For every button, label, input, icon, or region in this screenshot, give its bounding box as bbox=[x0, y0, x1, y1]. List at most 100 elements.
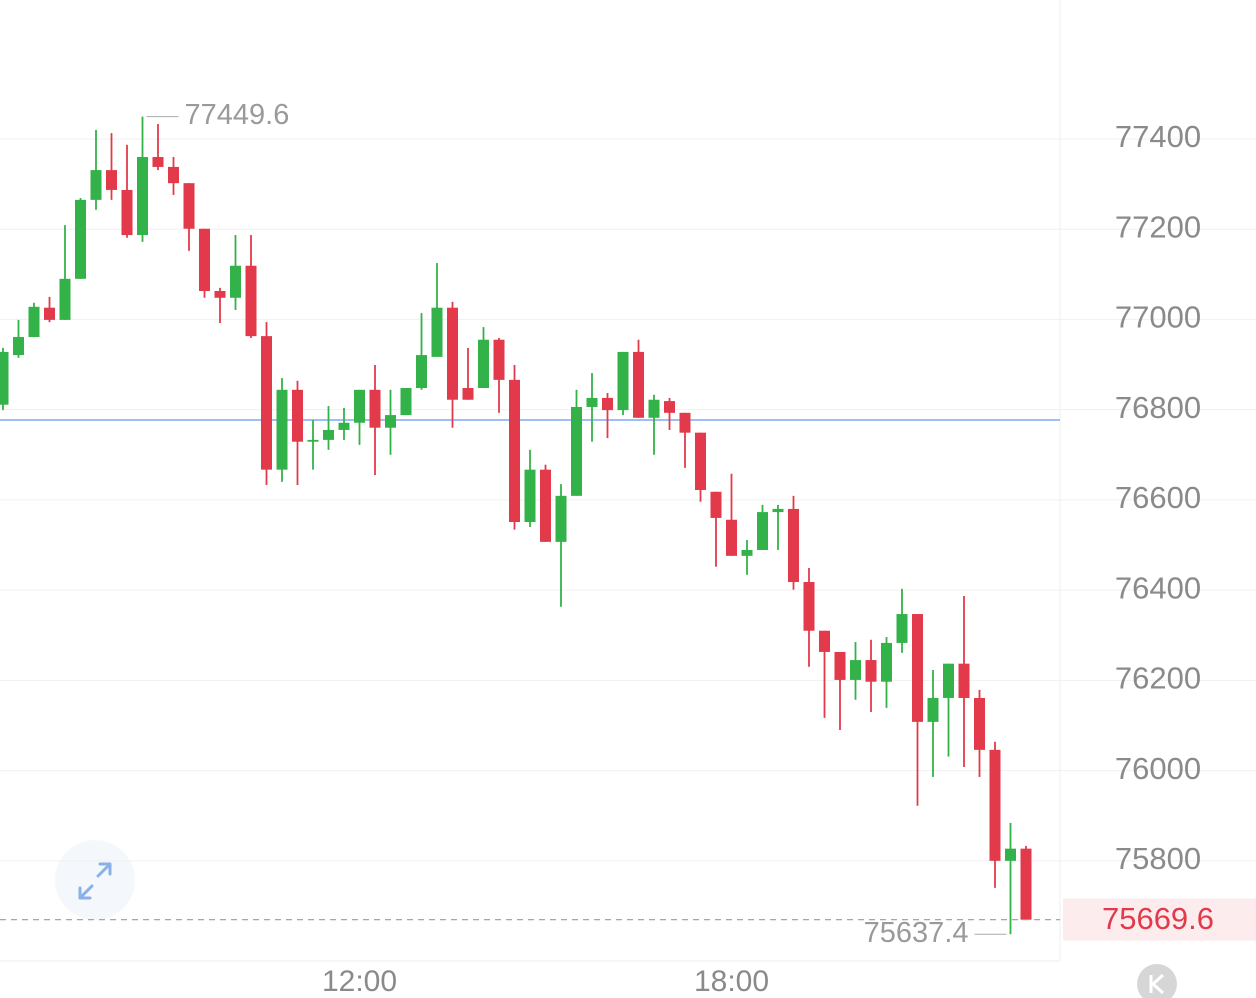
candle bbox=[75, 198, 86, 279]
candle-body bbox=[168, 166, 179, 184]
candle bbox=[1005, 822, 1016, 935]
candle-body bbox=[447, 307, 458, 400]
candle bbox=[214, 287, 226, 324]
candle-body bbox=[788, 508, 799, 583]
candle bbox=[803, 568, 815, 667]
candle bbox=[555, 484, 567, 607]
expand-icon[interactable] bbox=[78, 862, 112, 900]
candle-body bbox=[927, 697, 939, 722]
candle bbox=[819, 630, 830, 718]
candle-body bbox=[354, 389, 365, 423]
candle-body bbox=[633, 351, 644, 418]
candle-body bbox=[121, 189, 133, 236]
candle-body bbox=[1020, 848, 1032, 920]
candle bbox=[462, 347, 474, 400]
candle-body bbox=[834, 651, 846, 680]
candle-body bbox=[555, 495, 567, 542]
candle-body bbox=[1005, 848, 1016, 861]
candle-body bbox=[710, 491, 722, 518]
candle-body bbox=[44, 307, 55, 320]
candle bbox=[106, 133, 117, 200]
candle-body bbox=[400, 388, 412, 416]
candle bbox=[850, 642, 861, 700]
candle-body bbox=[865, 660, 877, 682]
candle bbox=[230, 235, 241, 310]
candle bbox=[168, 157, 179, 195]
candle-body bbox=[571, 406, 582, 496]
candle-body bbox=[617, 351, 629, 411]
candle-body bbox=[602, 397, 613, 411]
candle bbox=[137, 116, 148, 242]
logo-icon bbox=[1149, 973, 1165, 995]
candle-body bbox=[214, 291, 226, 298]
candle bbox=[261, 322, 272, 486]
y-tick-label: 76600 bbox=[1115, 480, 1201, 515]
candle-body bbox=[726, 519, 737, 556]
candle-body bbox=[819, 630, 830, 652]
candle bbox=[927, 669, 939, 777]
candle-body bbox=[28, 306, 40, 338]
candle bbox=[695, 432, 706, 502]
candle-body bbox=[59, 278, 71, 320]
candle-body bbox=[803, 582, 815, 631]
candle-body bbox=[385, 415, 396, 428]
candle-body bbox=[199, 228, 210, 292]
candle-body bbox=[245, 265, 257, 337]
candle bbox=[59, 225, 71, 320]
candle bbox=[385, 389, 396, 455]
candle bbox=[896, 588, 908, 653]
candle-body bbox=[431, 307, 443, 357]
candle-body bbox=[261, 336, 272, 470]
candle bbox=[989, 741, 1001, 888]
x-tick-label: 18:00 bbox=[694, 965, 769, 998]
candle bbox=[788, 495, 799, 590]
candle-body bbox=[989, 749, 1001, 861]
candle-body bbox=[943, 663, 954, 698]
candle-body bbox=[958, 663, 970, 698]
candle bbox=[431, 263, 443, 357]
candle bbox=[586, 373, 598, 442]
candle-body bbox=[896, 614, 908, 643]
y-tick-label: 76800 bbox=[1115, 390, 1201, 425]
candle-body bbox=[664, 401, 675, 413]
candle-body bbox=[757, 512, 768, 550]
candle bbox=[664, 397, 675, 430]
candle-body bbox=[416, 355, 427, 389]
candle bbox=[912, 614, 923, 806]
expand-button[interactable] bbox=[55, 840, 135, 920]
candle-body bbox=[0, 351, 9, 405]
candle bbox=[602, 392, 613, 439]
candle bbox=[276, 378, 288, 482]
y-tick-label: 76000 bbox=[1115, 751, 1201, 786]
candle bbox=[0, 347, 9, 411]
candle bbox=[772, 504, 784, 550]
candle-body bbox=[183, 183, 195, 229]
candle-body bbox=[106, 170, 117, 190]
candle bbox=[478, 327, 489, 389]
candle-body bbox=[75, 199, 86, 279]
candle-body bbox=[679, 412, 691, 433]
candle-body bbox=[850, 660, 861, 680]
candle bbox=[865, 639, 877, 712]
max-label: 77449.6 bbox=[185, 99, 290, 131]
candle bbox=[741, 540, 753, 575]
candle bbox=[416, 313, 427, 390]
candle bbox=[338, 407, 350, 440]
candle bbox=[447, 301, 458, 428]
min-label: 75637.4 bbox=[864, 917, 969, 949]
y-tick-label: 77000 bbox=[1115, 300, 1201, 335]
candle-body bbox=[493, 339, 505, 380]
candle bbox=[199, 228, 210, 298]
expand-bg[interactable] bbox=[55, 840, 135, 920]
candle bbox=[540, 464, 551, 542]
last-price-label: 75669.6 bbox=[1102, 901, 1214, 936]
candle-body bbox=[586, 397, 598, 407]
candle-body bbox=[230, 265, 241, 298]
candle bbox=[493, 337, 505, 413]
candle-body bbox=[307, 439, 319, 442]
candle bbox=[400, 388, 412, 416]
candle-body bbox=[540, 469, 551, 542]
candle bbox=[710, 491, 722, 567]
candle bbox=[13, 319, 24, 358]
candle-body bbox=[323, 429, 334, 440]
